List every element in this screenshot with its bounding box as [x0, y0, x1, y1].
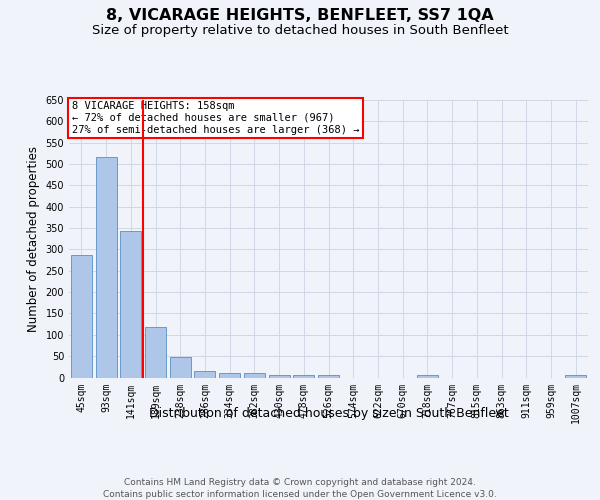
Bar: [120, 232, 141, 378]
Text: Contains HM Land Registry data © Crown copyright and database right 2024.
Contai: Contains HM Land Registry data © Crown c…: [103, 478, 497, 499]
Bar: [293, 374, 314, 378]
Bar: [194, 370, 215, 378]
Bar: [269, 374, 290, 378]
Text: 8, VICARAGE HEIGHTS, BENFLEET, SS7 1QA: 8, VICARAGE HEIGHTS, BENFLEET, SS7 1QA: [106, 8, 494, 22]
Bar: [95, 157, 116, 378]
Bar: [71, 255, 92, 378]
Bar: [417, 375, 438, 378]
Bar: [244, 373, 265, 378]
Bar: [565, 376, 586, 378]
Text: Distribution of detached houses by size in South Benfleet: Distribution of detached houses by size …: [149, 408, 509, 420]
Text: Size of property relative to detached houses in South Benfleet: Size of property relative to detached ho…: [92, 24, 508, 37]
Bar: [170, 357, 191, 378]
Bar: [145, 326, 166, 378]
Bar: [318, 375, 339, 378]
Y-axis label: Number of detached properties: Number of detached properties: [27, 146, 40, 332]
Text: 8 VICARAGE HEIGHTS: 158sqm
← 72% of detached houses are smaller (967)
27% of sem: 8 VICARAGE HEIGHTS: 158sqm ← 72% of deta…: [71, 102, 359, 134]
Bar: [219, 373, 240, 378]
